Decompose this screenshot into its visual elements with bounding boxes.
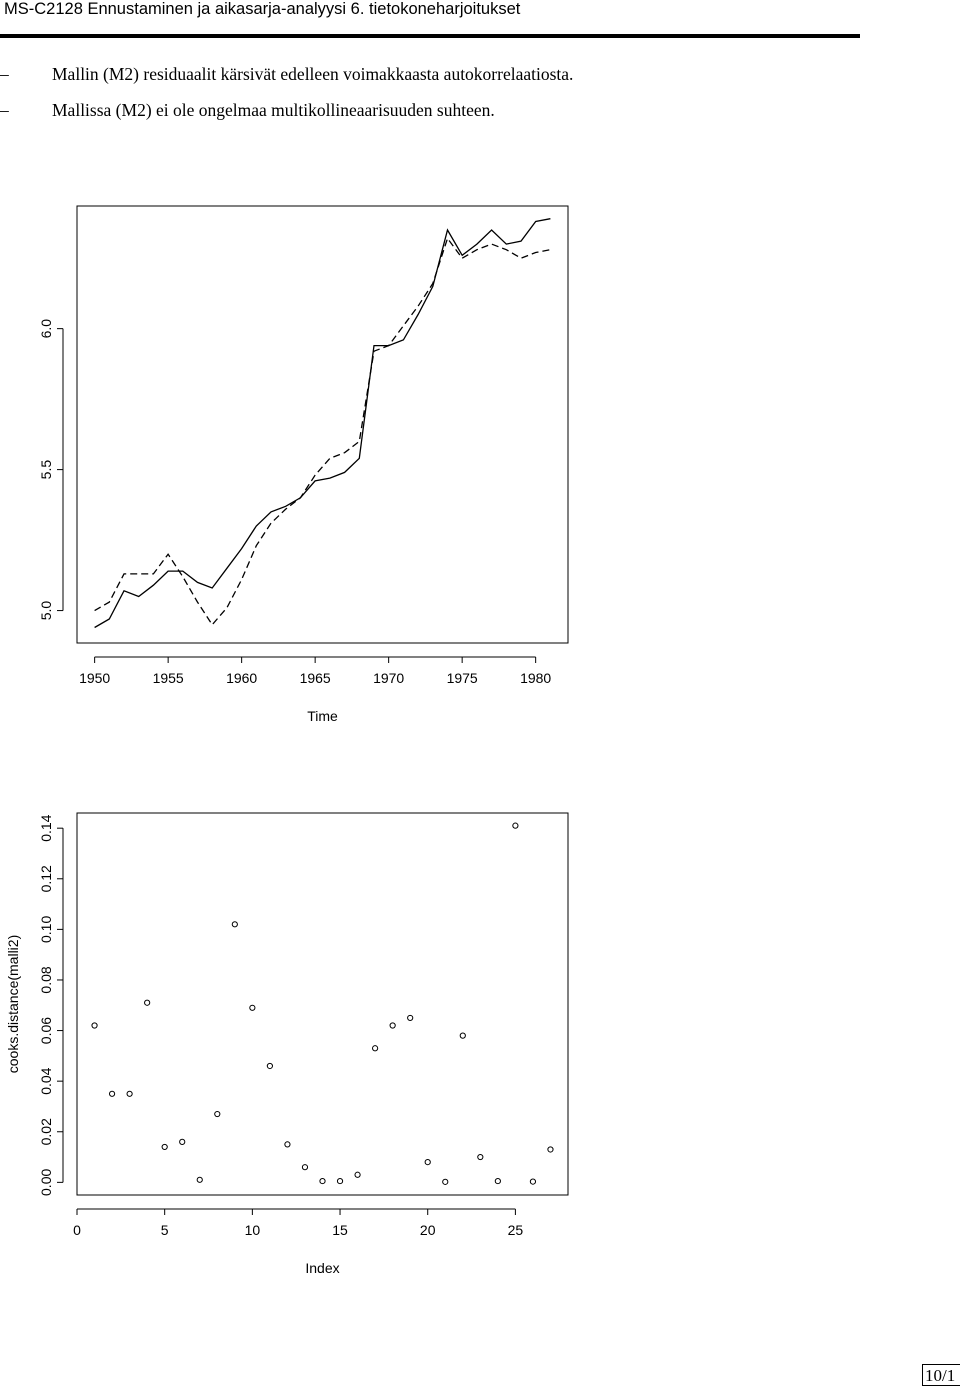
data-point [512, 822, 519, 829]
time-series-line-chart: 1950 1955 1960 1965 1970 1975 1980 Time 5.0 5.5 6.… [38, 205, 569, 724]
x-axis-label: Index [305, 1260, 339, 1276]
data-point [372, 1045, 379, 1052]
plot-frame [76, 812, 569, 1196]
x-tick-label: 1980 [520, 670, 551, 686]
y-tick-label: 0.12 [38, 865, 54, 892]
x-tick-label: 10 [245, 1222, 261, 1238]
y-tick-label: 0.00 [38, 1169, 54, 1196]
data-point [108, 1090, 116, 1097]
y-axis: 0.00 0.02 0.04 0.06 0.08 0.10 0.12 0.14 cooks.di… [5, 814, 64, 1196]
y-tick-label: 0.10 [38, 916, 54, 943]
x-tick-label: 25 [508, 1222, 524, 1238]
data-point [91, 1022, 98, 1029]
plot-frame [76, 205, 569, 644]
data-point [547, 1146, 554, 1153]
y-tick-label: 0.08 [38, 966, 54, 993]
y-tick-label: 5.5 [38, 460, 54, 480]
cooks-distance-scatter-plot: 0 5 10 15 20 25Index0.000.020.040.060.080.100… [5, 812, 569, 1276]
bullet-text: Mallissa (M2) ei ole ongelmaa multikolli… [52, 100, 495, 120]
data-point [407, 1014, 414, 1022]
bullet-list: – Mallin (M2) residuaalit kärsivät edell… [0, 60, 940, 132]
x-tick-label: 1960 [226, 670, 257, 686]
data-point [354, 1171, 361, 1178]
bullet-dash: – [0, 100, 9, 120]
data-point [231, 921, 238, 928]
page-number: 10/1 [922, 1364, 960, 1386]
x-tick-label: 1955 [153, 670, 184, 686]
data-point [284, 1141, 291, 1148]
x-tick-label: 1965 [300, 670, 331, 686]
x-axis-label: Time [307, 708, 338, 724]
header-title: MS-C2128 Ennustaminen ja aikasarja-analy… [4, 0, 521, 18]
data-point [389, 1022, 396, 1029]
x-tick-label: 20 [420, 1222, 436, 1238]
data-point [249, 1004, 256, 1011]
data-point [179, 1138, 186, 1145]
y-tick-label: 0.02 [38, 1118, 54, 1145]
data-point [144, 999, 151, 1006]
data-point [301, 1164, 309, 1171]
bullet-dash: – [0, 64, 9, 84]
x-tick-label: 1975 [447, 670, 478, 686]
data-point [459, 1032, 466, 1039]
data-point [196, 1176, 203, 1183]
x-tick-label: 1950 [79, 670, 110, 686]
data-point [126, 1090, 133, 1097]
data-point [442, 1178, 449, 1185]
y-tick-label: 0.14 [38, 814, 54, 841]
data-point [214, 1110, 221, 1118]
x-tick-label: 1970 [373, 670, 404, 686]
data-point [161, 1143, 168, 1151]
data-point [266, 1062, 273, 1070]
x-tick-label: 5 [161, 1222, 169, 1238]
y-tick-label: 6.0 [38, 319, 54, 339]
y-tick-label: 0.04 [38, 1067, 54, 1094]
x-tick-label: 15 [332, 1222, 348, 1238]
bullet-item: – Mallissa (M2) ei ole ongelmaa multikol… [0, 96, 940, 132]
bullet-text: Mallin (M2) residuaalit kärsivät edellee… [52, 64, 574, 84]
series-line-dashed [94, 237, 551, 626]
x-tick-label: 0 [73, 1222, 81, 1238]
y-axis-label: cooks.distance(malli2) [5, 935, 21, 1074]
data-point [477, 1153, 484, 1161]
data-point [494, 1177, 501, 1185]
x-axis: 1950 1955 1960 1965 1970 1975 1980 Time [79, 656, 551, 724]
page-header: MS-C2128 Ennustaminen ja aikasarja-analy… [0, 0, 860, 38]
y-tick-label: 5.0 [38, 601, 54, 621]
y-axis: 5.0 5.5 6.0 [38, 319, 64, 621]
data-point [424, 1159, 431, 1166]
x-axis: 0 5 10 15 20 25 Index [73, 1208, 524, 1276]
bullet-item: – Mallin (M2) residuaalit kärsivät edell… [0, 60, 940, 96]
data-point [529, 1178, 537, 1185]
y-tick-label: 0.06 [38, 1017, 54, 1044]
data-point [336, 1177, 344, 1185]
data-point [319, 1177, 326, 1185]
series-line-solid [94, 218, 551, 629]
